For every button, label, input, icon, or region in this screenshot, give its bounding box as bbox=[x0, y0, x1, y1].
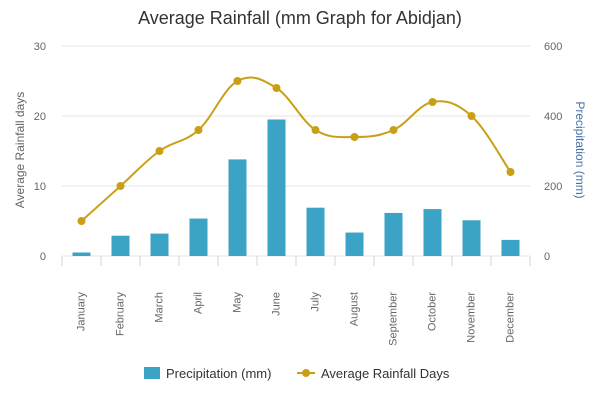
precipitation-bar[interactable] bbox=[150, 233, 169, 256]
legend-item-rainfall-days[interactable]: Average Rainfall Days bbox=[297, 366, 450, 381]
legend-rainfall-days-marker bbox=[302, 369, 310, 377]
rainfall-days-point[interactable] bbox=[350, 133, 359, 141]
x-axis-label: August bbox=[348, 292, 360, 326]
rainfall-days-point[interactable] bbox=[233, 77, 242, 85]
right-axis-ticks: 0 200 400 600 bbox=[544, 41, 562, 263]
rainfall-days-point[interactable] bbox=[155, 147, 164, 155]
x-axis-label: February bbox=[114, 292, 126, 337]
rainfall-days-point[interactable] bbox=[77, 217, 86, 225]
precipitation-bar[interactable] bbox=[306, 207, 325, 256]
precipitation-bar[interactable] bbox=[72, 252, 91, 257]
rainfall-days-point[interactable] bbox=[272, 84, 281, 92]
rainfall-days-line-path bbox=[80, 76, 512, 222]
category-ticks bbox=[61, 256, 531, 266]
left-tick-label: 10 bbox=[34, 181, 46, 193]
right-tick-label: 400 bbox=[544, 111, 562, 123]
x-axis-label: July bbox=[309, 292, 321, 312]
left-axis-ticks: 0 10 20 30 bbox=[34, 41, 46, 263]
x-axis-label: November bbox=[465, 292, 477, 343]
x-axis-label: January bbox=[75, 292, 87, 332]
precipitation-bar[interactable] bbox=[345, 232, 364, 256]
precipitation-bar[interactable] bbox=[189, 218, 208, 256]
rainfall-days-point[interactable] bbox=[428, 98, 437, 106]
rainfall-days-point[interactable] bbox=[194, 126, 203, 134]
legend-precipitation-label: Precipitation (mm) bbox=[166, 366, 271, 381]
precipitation-bar[interactable] bbox=[501, 239, 520, 256]
x-axis-label: March bbox=[153, 292, 165, 323]
precipitation-bar[interactable] bbox=[462, 220, 481, 256]
rainfall-days-point[interactable] bbox=[389, 126, 398, 134]
precipitation-bar[interactable] bbox=[384, 212, 403, 256]
legend-rainfall-days-label: Average Rainfall Days bbox=[321, 366, 450, 381]
x-axis-label: September bbox=[387, 292, 399, 346]
grid-lines bbox=[62, 45, 530, 257]
x-axis-label: October bbox=[426, 292, 438, 331]
right-tick-label: 600 bbox=[544, 41, 562, 53]
rainfall-days-point[interactable] bbox=[311, 126, 320, 134]
rainfall-days-line bbox=[77, 76, 515, 225]
left-tick-label: 0 bbox=[40, 251, 46, 263]
left-axis-title: Average Rainfall days bbox=[13, 92, 27, 209]
rainfall-days-point[interactable] bbox=[506, 168, 515, 176]
precipitation-bars bbox=[72, 119, 520, 257]
precipitation-bar[interactable] bbox=[228, 159, 247, 256]
rainfall-days-point[interactable] bbox=[116, 182, 125, 190]
legend[interactable]: Precipitation (mm) Average Rainfall Days bbox=[144, 366, 450, 381]
right-tick-label: 200 bbox=[544, 181, 562, 193]
chart-title: Average Rainfall (mm Graph for Abidjan) bbox=[138, 8, 462, 28]
rainfall-days-point[interactable] bbox=[467, 112, 476, 120]
legend-item-precipitation[interactable]: Precipitation (mm) bbox=[144, 366, 271, 381]
legend-precipitation-swatch bbox=[144, 367, 160, 379]
right-tick-label: 0 bbox=[544, 251, 550, 263]
precipitation-bar[interactable] bbox=[267, 119, 286, 257]
precipitation-bar[interactable] bbox=[111, 235, 130, 256]
precipitation-bar[interactable] bbox=[423, 209, 442, 256]
right-axis-title: Precipitation (mm) bbox=[573, 101, 587, 198]
left-tick-label: 30 bbox=[34, 41, 46, 53]
x-axis-label: June bbox=[270, 292, 282, 316]
x-axis-label: April bbox=[192, 292, 204, 314]
x-axis-label: May bbox=[231, 292, 243, 313]
left-tick-label: 20 bbox=[34, 111, 46, 123]
x-axis-label: December bbox=[504, 292, 516, 343]
x-axis-labels: January February March April May June July Augu… bbox=[75, 292, 516, 346]
